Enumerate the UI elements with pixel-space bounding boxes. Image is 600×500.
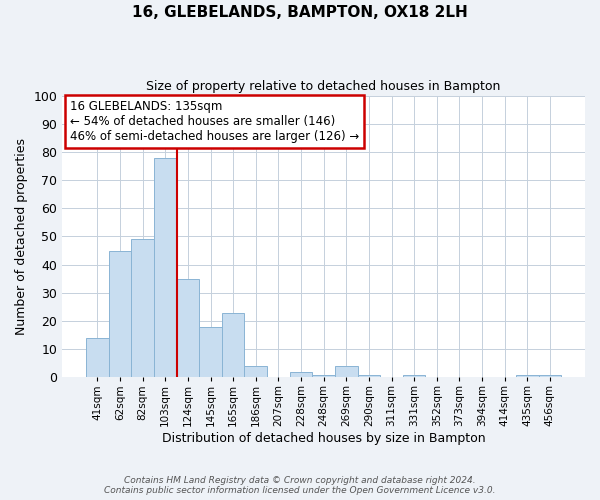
Bar [516, 374, 539, 378]
Bar [358, 374, 380, 378]
Bar [86, 338, 109, 378]
Bar [244, 366, 267, 378]
Text: 16, GLEBELANDS, BAMPTON, OX18 2LH: 16, GLEBELANDS, BAMPTON, OX18 2LH [132, 5, 468, 20]
Bar [154, 158, 176, 378]
Bar [222, 312, 244, 378]
Text: 16 GLEBELANDS: 135sqm
← 54% of detached houses are smaller (146)
46% of semi-det: 16 GLEBELANDS: 135sqm ← 54% of detached … [70, 100, 359, 143]
Bar [539, 374, 561, 378]
Title: Size of property relative to detached houses in Bampton: Size of property relative to detached ho… [146, 80, 501, 93]
Bar [176, 278, 199, 378]
Y-axis label: Number of detached properties: Number of detached properties [15, 138, 28, 335]
Bar [109, 250, 131, 378]
Bar [313, 374, 335, 378]
X-axis label: Distribution of detached houses by size in Bampton: Distribution of detached houses by size … [162, 432, 485, 445]
Bar [131, 240, 154, 378]
Bar [290, 372, 313, 378]
Bar [199, 326, 222, 378]
Bar [335, 366, 358, 378]
Text: Contains HM Land Registry data © Crown copyright and database right 2024.
Contai: Contains HM Land Registry data © Crown c… [104, 476, 496, 495]
Bar [403, 374, 425, 378]
